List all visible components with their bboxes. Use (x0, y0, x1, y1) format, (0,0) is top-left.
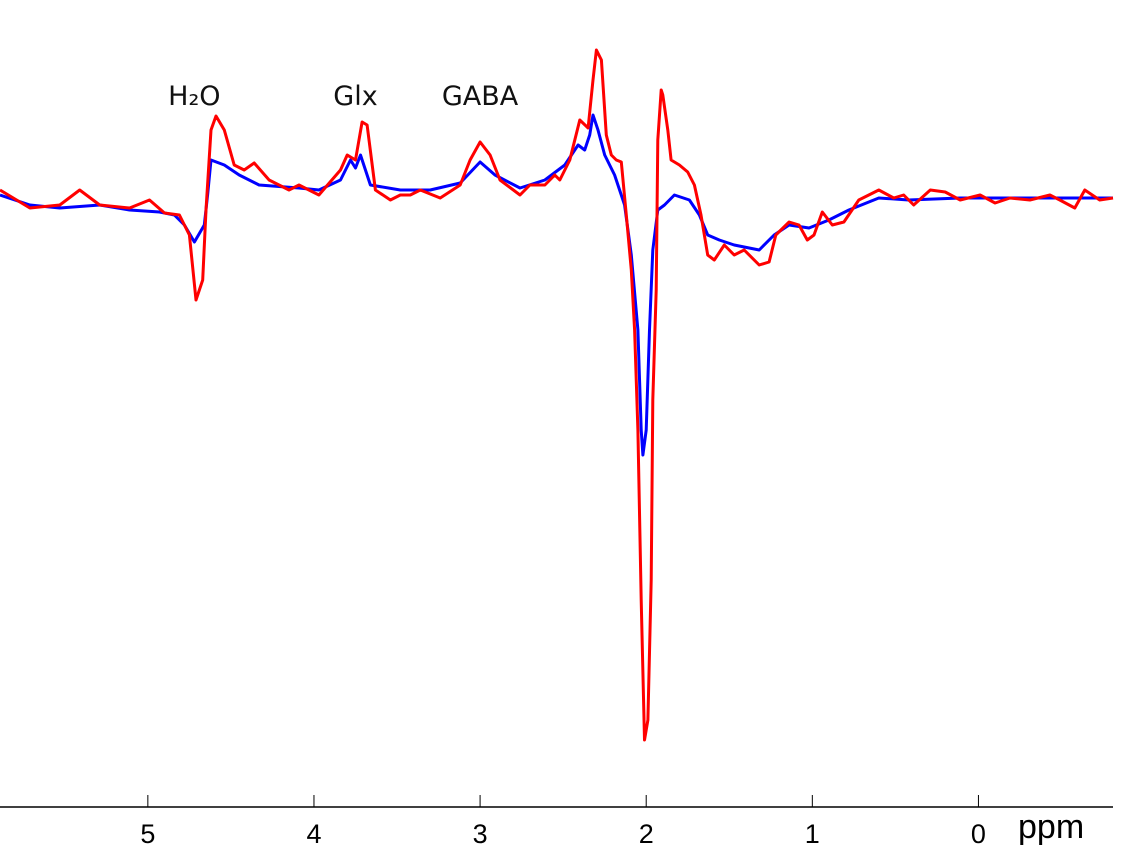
series-line-0 (0, 113, 1113, 457)
series-line-1 (0, 48, 1114, 742)
peak-label: GABA (442, 81, 519, 112)
x-tick-label: 1 (805, 819, 820, 849)
peak-annotations: H₂O Glx GABA (168, 81, 519, 112)
x-tick-label: 4 (306, 819, 321, 849)
x-ticks: 5 4 3 2 1 0 (140, 795, 986, 849)
peak-label: Glx (333, 81, 377, 112)
x-tick-label: 2 (639, 819, 654, 849)
x-tick-label: 3 (473, 819, 488, 849)
peak-label: H₂O (168, 81, 220, 112)
series-layer (0, 48, 1114, 742)
x-axis-label: ppm (1018, 808, 1084, 846)
x-tick-label: 0 (971, 819, 986, 849)
x-tick-label: 5 (140, 819, 155, 849)
